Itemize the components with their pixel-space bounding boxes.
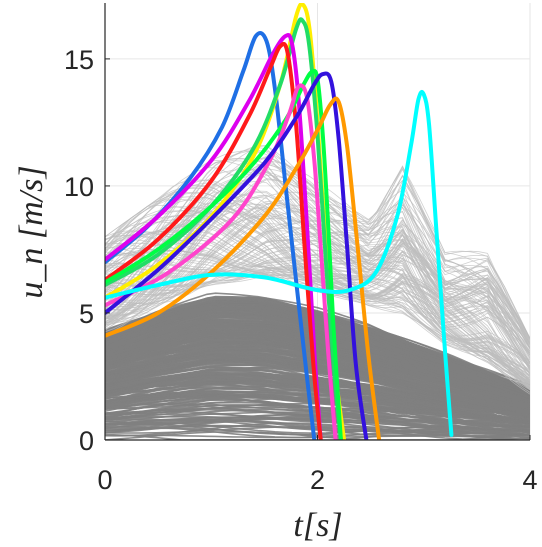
y-tick-label: 10 [64,172,94,202]
x-tick-label: 0 [97,465,112,495]
series-line-5 [105,41,323,440]
y-axis-label: u_n [m/s] [13,165,50,298]
background-trajectory [105,351,530,410]
background-trajectory [105,179,530,346]
series-line-10 [105,89,454,437]
background-trajectory [105,231,530,383]
background-trajectory [105,315,530,398]
background-trajectory [105,303,530,394]
background-trajectory [105,419,530,433]
y-tick-label: 0 [79,426,94,456]
series-line-4 [105,33,323,440]
y-tick-label: 5 [79,299,94,329]
background-trajectory [105,336,530,403]
background-trajectory [105,325,530,400]
background-trajectory [105,306,530,394]
background-trajectory [105,229,530,368]
series-group [105,3,454,440]
background-trajectory [105,331,530,401]
background-trajectory [105,197,530,348]
series-line-7 [105,83,338,440]
x-axis-label: t[s] [293,507,342,544]
y-tick-label: 15 [64,45,94,75]
background-trajectory [105,330,530,406]
background-trajectory [105,179,530,339]
background-trajectory [105,205,530,373]
background-trajectory [105,357,530,413]
background-trajectory [105,207,530,388]
series-line-8 [105,71,369,440]
background-trajectory [105,307,530,394]
series-line-6 [105,68,343,440]
background-trajectory [105,327,530,399]
series-line-1 [105,31,317,440]
ticks: 0 2 4 0 5 10 15 [64,45,538,495]
background-trajectory [105,223,530,381]
background-trajectory [105,347,530,408]
x-tick-label: 4 [522,465,537,495]
background-trajectory [105,353,530,408]
series-line-9 [105,96,382,440]
x-tick-label: 2 [310,465,325,495]
background-trajectory [105,184,530,370]
